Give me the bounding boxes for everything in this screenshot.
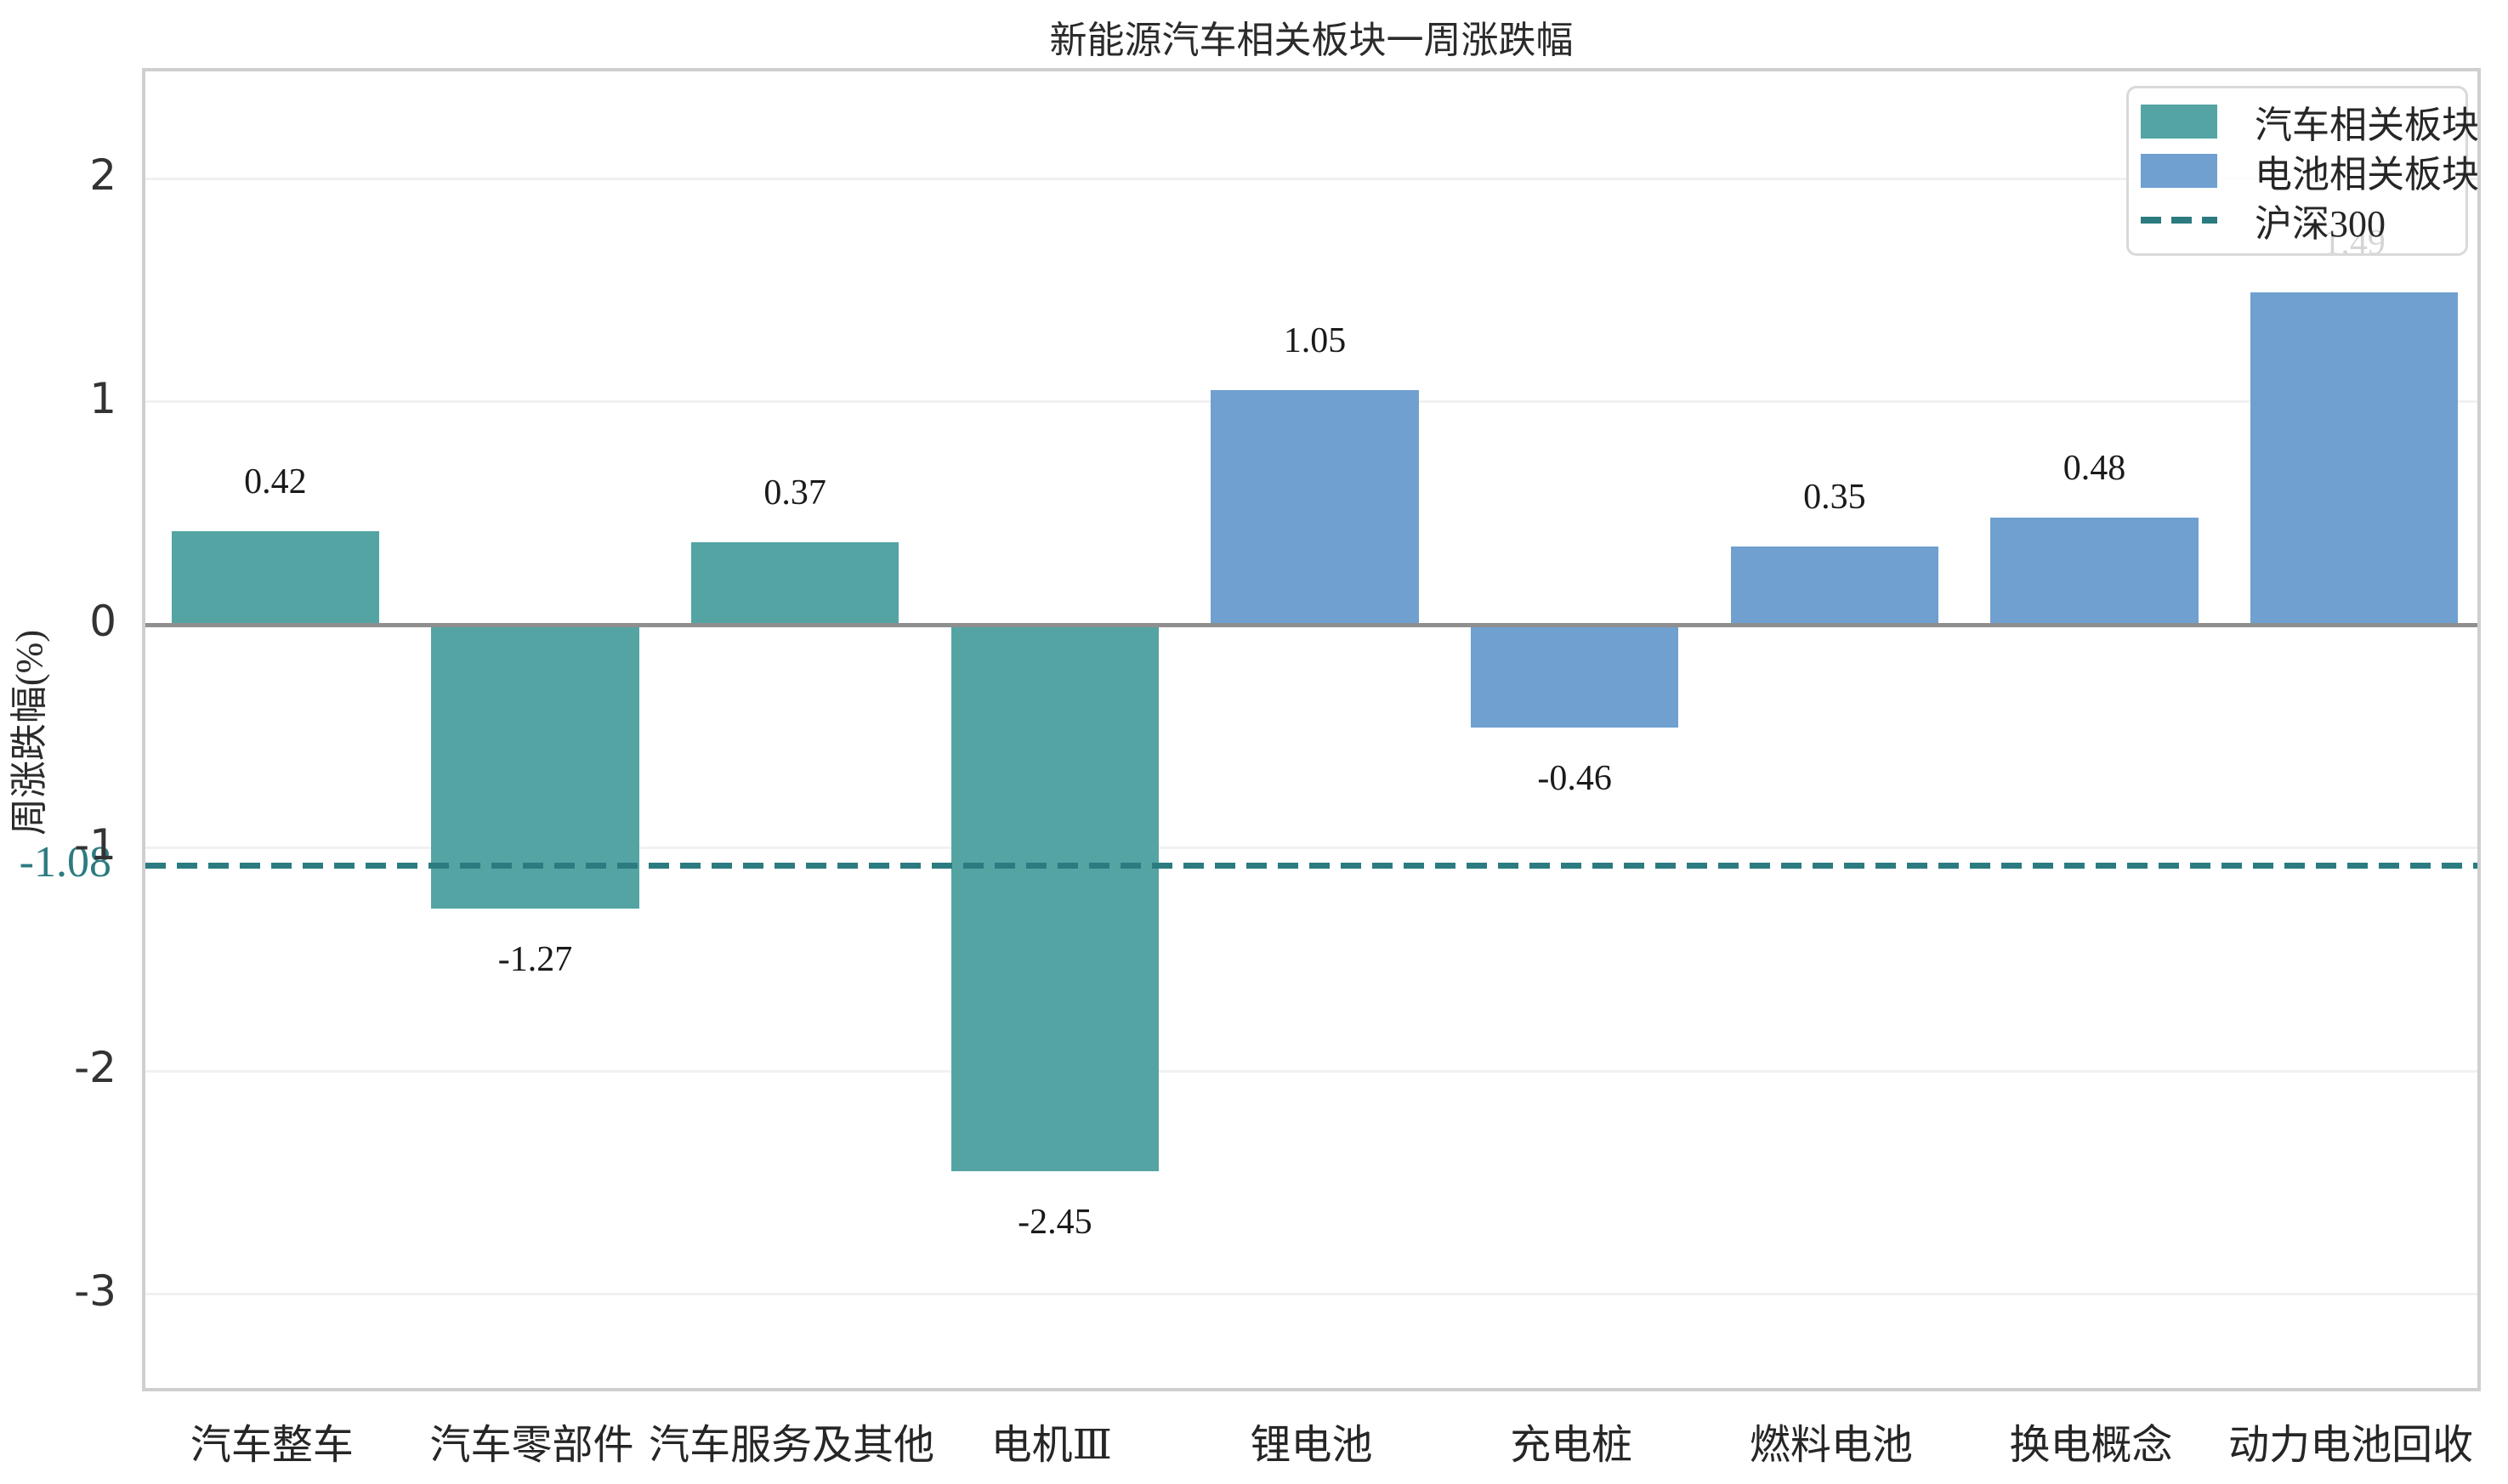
auto-sector-swatch-icon: [2141, 105, 2217, 139]
bar-换电概念: [1990, 518, 2199, 626]
benchmark-value-label: -1.08: [19, 837, 111, 886]
x-tick-label: 汽车整车: [190, 1423, 354, 1468]
bar-锂电池: [1211, 390, 1419, 626]
gridline: [145, 1069, 2477, 1073]
x-tick-label: 动力电池回收: [2228, 1423, 2474, 1468]
benchmark-reference-line: [145, 863, 2477, 869]
legend-label: 汽车相关板块: [2255, 105, 2479, 146]
x-tick-label: 汽车服务及其他: [649, 1423, 935, 1468]
legend-row-auto-sector: 汽车相关板块: [2141, 97, 2479, 146]
bar-燃料电池: [1730, 547, 1939, 626]
bar-value-label: 0.42: [244, 462, 307, 501]
legend-row-benchmark: 沪深300: [2141, 195, 2457, 245]
x-tick-label: 燃料电池: [1749, 1423, 1913, 1468]
y-tick-label: 1: [89, 373, 116, 423]
bar-充电桩: [1470, 625, 1679, 728]
y-axis-label: 周涨跌幅(%): [9, 630, 50, 835]
plot-area: 0.42-1.270.37-2.451.05-0.460.350.481.49: [142, 68, 2481, 1391]
legend-label: 沪深300: [2255, 203, 2386, 245]
x-tick-label: 电机Ⅲ: [990, 1423, 1112, 1468]
bar-value-label: 0.35: [1803, 478, 1866, 518]
bar-value-label: 0.48: [2063, 449, 2126, 489]
bar-value-label: -1.27: [497, 939, 573, 979]
x-tick-label: 汽车零部件: [429, 1423, 634, 1468]
bar-value-label: -0.46: [1537, 758, 1612, 798]
y-tick-label: 0: [89, 597, 116, 647]
bar-汽车整车: [171, 530, 380, 626]
legend-row-battery-sector: 电池相关板块: [2141, 146, 2479, 195]
gridline: [145, 1293, 2477, 1296]
x-tick-label: 换电概念: [2009, 1423, 2173, 1468]
bar-value-label: -2.45: [1018, 1203, 1092, 1243]
y-tick-label: -3: [74, 1266, 116, 1316]
bar-动力电池回收: [2250, 292, 2459, 626]
legend: 汽车相关板块 电池相关板块 沪深300: [2126, 86, 2479, 256]
bar-汽车服务及其他: [690, 542, 899, 626]
battery-sector-swatch-icon: [2141, 154, 2217, 188]
bar-value-label: 1.05: [1283, 321, 1347, 361]
bar-汽车零部件: [431, 625, 639, 909]
legend-label: 电池相关板块: [2255, 154, 2479, 195]
bar-value-label: 0.37: [763, 473, 826, 513]
x-tick-label: 锂电池: [1250, 1423, 1373, 1468]
gridline: [145, 847, 2477, 850]
bar-电机Ⅲ: [950, 625, 1160, 1172]
zero-line: [145, 622, 2477, 627]
y-tick-label: -1: [74, 819, 116, 869]
chart-title: 新能源汽车相关板块一周涨跌幅: [1049, 20, 1574, 61]
y-tick-label: 2: [89, 150, 116, 201]
y-tick-label: -2: [74, 1043, 116, 1093]
benchmark-dashed-line-icon: [2141, 217, 2217, 224]
x-tick-label: 充电桩: [1510, 1423, 1633, 1468]
gridline: [145, 177, 2477, 180]
